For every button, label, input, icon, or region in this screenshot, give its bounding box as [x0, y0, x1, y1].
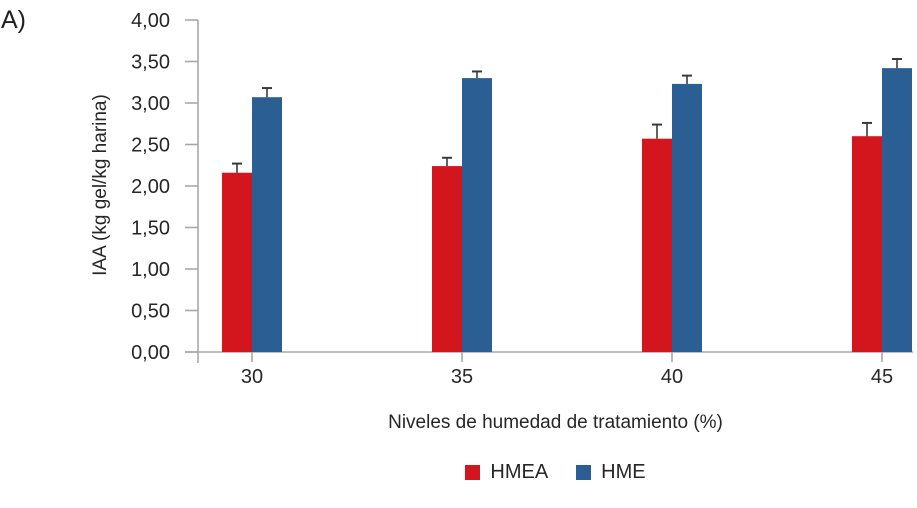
y-tick-label: 0,50	[131, 301, 170, 323]
legend-label-hmea: HMEA	[490, 461, 549, 483]
x-tick-label: 35	[451, 366, 473, 388]
bar-hmea-40	[642, 138, 672, 352]
legend-item-hme: HME	[576, 461, 646, 484]
bar-hmea-30	[222, 172, 252, 352]
y-tick-label: 4,00	[131, 10, 170, 32]
bar-hme-30	[252, 97, 282, 352]
legend-label-hme: HME	[601, 461, 646, 483]
bar-hme-40	[672, 83, 702, 352]
x-axis-title: Niveles de humedad de tratamiento (%)	[388, 412, 723, 433]
panel-label: A)	[1, 6, 26, 34]
y-tick-label: 2,00	[131, 176, 170, 198]
x-tick-label: 40	[661, 366, 683, 388]
y-tick-label: 3,00	[131, 93, 170, 115]
legend-item-hmea: HMEA	[465, 461, 548, 484]
bar-hmea-45	[852, 136, 882, 352]
legend: HMEA HME	[198, 461, 913, 484]
hme-swatch-icon	[576, 465, 592, 480]
y-tick-label: 2,50	[131, 135, 170, 157]
y-tick-label: 3,50	[131, 52, 170, 74]
y-tick-label: 1,50	[131, 218, 170, 240]
hmea-swatch-icon	[465, 465, 481, 480]
bar-hmea-35	[432, 166, 462, 352]
bar-hme-45	[882, 68, 912, 352]
bar-hme-35	[462, 78, 492, 352]
y-tick-label: 0,00	[131, 342, 170, 364]
x-tick-label: 45	[871, 366, 893, 388]
x-tick-label: 30	[241, 366, 263, 388]
y-tick-label: 1,00	[131, 259, 170, 281]
